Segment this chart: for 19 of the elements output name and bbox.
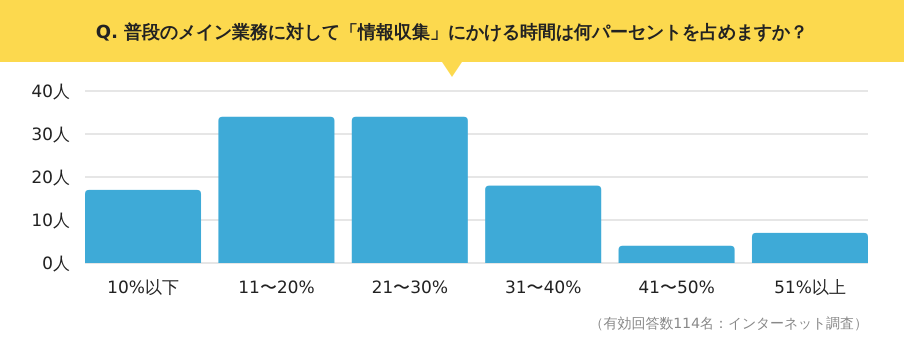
y-tick-label: 10人 bbox=[31, 210, 70, 231]
chart-title: Q. 普段のメイン業務に対して「情報収集」にかける時間は何パーセントを占めますか？ bbox=[96, 22, 808, 43]
text: （有効回答数114名：インターネット調査） bbox=[589, 316, 868, 332]
x-tick-label: 10%以下 bbox=[107, 278, 179, 298]
bar bbox=[618, 246, 735, 263]
y-tick-label: 30人 bbox=[31, 124, 70, 145]
x-tick-label: 41〜50% bbox=[638, 278, 715, 298]
x-tick-label: 11〜20% bbox=[238, 278, 315, 298]
x-tick-label: 31〜40% bbox=[504, 278, 582, 298]
bar bbox=[752, 232, 868, 263]
bar bbox=[85, 190, 202, 263]
bar bbox=[218, 116, 334, 263]
x-tick-label: 21〜30% bbox=[372, 278, 448, 298]
bar bbox=[352, 116, 468, 263]
y-tick-label: 20人 bbox=[31, 168, 70, 188]
y-tick-label: 40人 bbox=[31, 82, 70, 102]
y-tick-label: 0人 bbox=[42, 254, 70, 274]
bar bbox=[485, 186, 602, 263]
x-tick-label: 51%以上 bbox=[774, 278, 846, 298]
